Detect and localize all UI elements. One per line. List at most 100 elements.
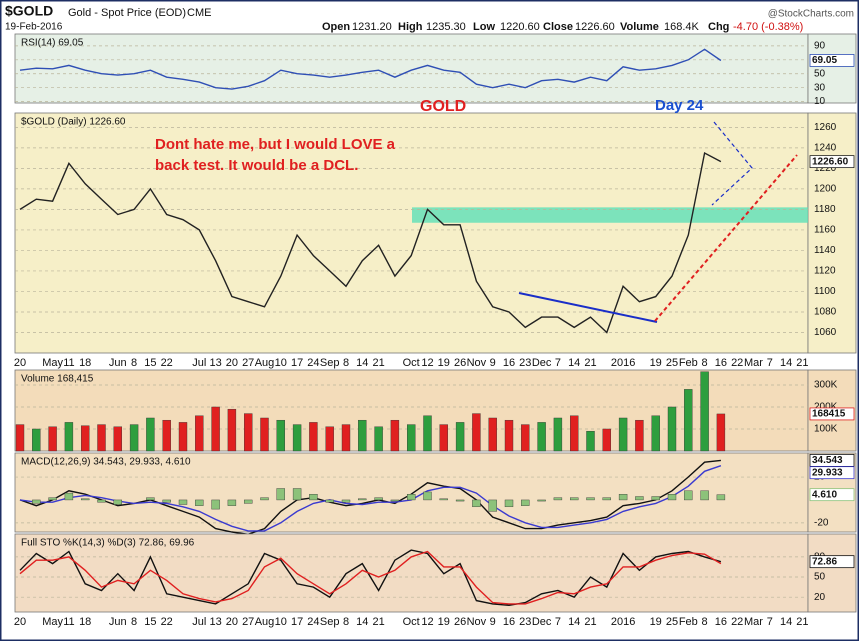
quote-label: Chg [708, 21, 729, 33]
x-tick-label: 19 [438, 616, 450, 628]
bar [48, 497, 57, 501]
bar [358, 419, 367, 452]
x-tick-label: Feb [679, 357, 698, 369]
x-tick-label: Jun [109, 616, 127, 628]
annotation: back test. It would be a DCL. [155, 157, 358, 174]
exchange: CME [187, 7, 211, 19]
y-tick-label: 20 [814, 592, 826, 603]
bar [260, 417, 269, 452]
bar [113, 499, 123, 505]
y-tick-label: 1140 [814, 245, 836, 256]
x-tick-label: May [42, 357, 63, 369]
quote-value: 1235.30 [426, 21, 466, 33]
x-tick-label: 14 [356, 357, 368, 369]
bar [553, 417, 563, 452]
last-value-box [809, 155, 855, 169]
bar [64, 422, 74, 452]
x-tick-label: 17 [291, 616, 303, 628]
bar [618, 417, 628, 452]
x-tick-label: 12 [421, 616, 433, 628]
bar [586, 430, 595, 452]
y-tick-label: 1220 [814, 163, 837, 174]
panel-title: Full STO %K(14,3) %D(3) 72.86, 69.96 [21, 538, 195, 549]
x-tick-label: 16 [503, 357, 515, 369]
x-tick-label: 25 [666, 616, 678, 628]
bar [325, 426, 334, 452]
x-tick-label: 21 [584, 616, 596, 628]
quote-value: 1226.60 [575, 21, 615, 33]
bar [113, 426, 123, 452]
x-tick-label: Nov [467, 357, 487, 369]
bar [146, 497, 155, 501]
bar [667, 406, 677, 452]
bar [504, 419, 514, 452]
x-tick-label: 16 [715, 357, 727, 369]
bar [700, 371, 709, 452]
x-tick-label: 27 [242, 357, 254, 369]
bar [97, 424, 106, 452]
last-value-label: 168415 [812, 409, 846, 420]
panel-title: RSI(14) 69.05 [21, 38, 84, 49]
bar [602, 428, 611, 452]
x-tick-label: 20 [14, 357, 26, 369]
x-tick-label: Nov [467, 616, 487, 628]
y-tick-label: 1260 [814, 122, 837, 133]
y-tick-label: 1120 [814, 266, 836, 277]
y-tick-label: -20 [814, 517, 829, 528]
last-value-box [809, 54, 855, 67]
x-tick-label: 8 [702, 616, 708, 628]
bar [227, 408, 237, 452]
y-tick-label: 10 [814, 96, 826, 107]
y-tick-label: 300K [814, 380, 838, 391]
y-tick-label: 1100 [814, 286, 836, 297]
y-tick-label: 1200 [814, 184, 837, 195]
x-tick-label: 13 [209, 616, 221, 628]
x-tick-label: 21 [372, 616, 384, 628]
x-tick-label: 2016 [611, 357, 635, 369]
line [19, 549, 722, 607]
bar [472, 413, 481, 452]
last-value-label: 1226.60 [812, 156, 849, 167]
bar [521, 499, 530, 506]
x-tick-label: 12 [421, 357, 433, 369]
x-tick-label: 7 [767, 616, 773, 628]
x-tick-label: 11 [63, 357, 74, 369]
last-value-label: 69.05 [812, 55, 837, 66]
last-value-label: 72.86 [812, 556, 837, 567]
bar [211, 406, 220, 452]
x-tick-label: 20 [226, 357, 238, 369]
x-tick-label: 9 [490, 616, 496, 628]
y-tick-label: 50 [814, 572, 826, 583]
x-tick-label: 11 [63, 616, 74, 628]
y-tick-label: 1160 [814, 225, 836, 236]
annotation: Day 24 [655, 97, 704, 114]
bar [390, 499, 400, 502]
quote-label: Volume [620, 21, 659, 33]
bar [162, 499, 171, 503]
axis-bg [807, 533, 857, 613]
x-tick-label: 14 [568, 357, 580, 369]
x-tick-label: 22 [731, 357, 743, 369]
x-tick-label: Dec [532, 357, 552, 369]
bar [635, 496, 644, 501]
bar [423, 491, 432, 501]
x-tick-label: 19 [650, 616, 662, 628]
bar [651, 496, 660, 501]
last-value-box [809, 488, 855, 502]
axis-bg [807, 112, 857, 354]
bar [553, 497, 563, 501]
bar [243, 499, 253, 504]
bar [309, 494, 318, 501]
x-tick-label: 16 [503, 616, 515, 628]
support-zone [412, 207, 808, 223]
quote-label: Open [322, 21, 350, 33]
x-tick-label: 22 [731, 616, 743, 628]
bar [537, 499, 546, 502]
panel-bg [14, 112, 809, 354]
y-tick-label: 90 [814, 40, 826, 51]
bar [423, 415, 432, 452]
bar [716, 413, 726, 452]
annotation: GOLD [420, 98, 466, 115]
y-tick-label: 50 [814, 68, 826, 79]
source: @StockCharts.com [768, 9, 854, 20]
